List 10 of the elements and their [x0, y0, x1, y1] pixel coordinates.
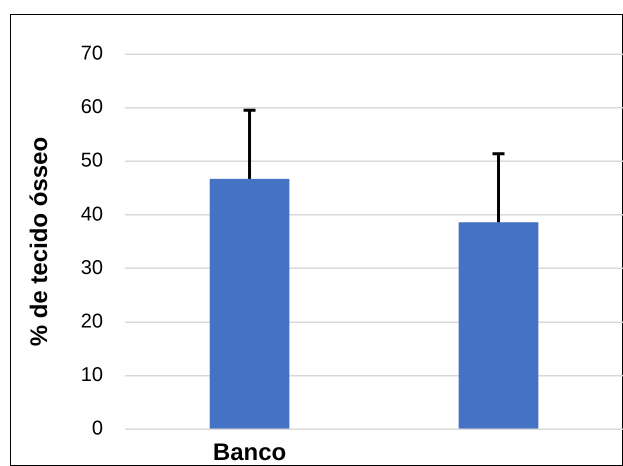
x-tick-label: Banco — [212, 439, 286, 466]
y-tick-label: 20 — [80, 310, 104, 333]
y-tick-label: 10 — [80, 364, 104, 386]
y-tick-label: 0 — [92, 418, 104, 440]
y-axis-title: % de tecido ósseo — [26, 136, 54, 346]
y-tick-label: 70 — [80, 42, 104, 65]
y-tick-label: 30 — [80, 256, 104, 279]
y-tick-label: 40 — [80, 203, 104, 226]
y-tick-label: 60 — [80, 96, 104, 118]
y-tick-label: 50 — [80, 150, 104, 172]
